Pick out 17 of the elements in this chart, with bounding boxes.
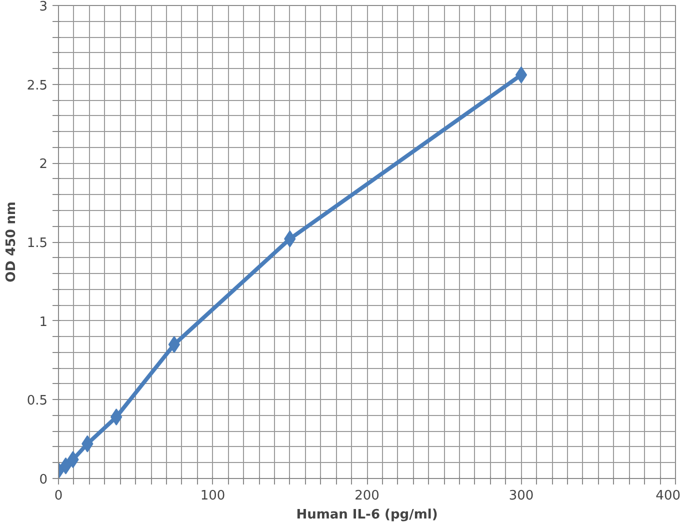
- point: [168, 336, 180, 353]
- y-tick-label: 1.5: [26, 236, 48, 251]
- y-tick-label: 2.5: [26, 78, 48, 94]
- x-tick-label: 100: [200, 488, 226, 504]
- point: [515, 66, 528, 84]
- x-tick-label: 0: [54, 488, 63, 504]
- x-axis-title: Human IL-6 (pg/ml): [296, 508, 438, 522]
- y-tick-label: 0.5: [26, 394, 48, 409]
- y-tick-label: 1: [39, 314, 48, 330]
- x-tick-label: 400: [656, 488, 681, 504]
- point: [60, 457, 72, 474]
- y-tick-label: 2: [39, 157, 48, 172]
- y-tick-label: 0: [39, 472, 48, 488]
- x-tick-label: 300: [508, 488, 534, 504]
- y-axis-title: OD 450 nm: [4, 202, 19, 282]
- x-tick-label: 200: [354, 488, 380, 504]
- y-tick-label: 3: [39, 0, 48, 14]
